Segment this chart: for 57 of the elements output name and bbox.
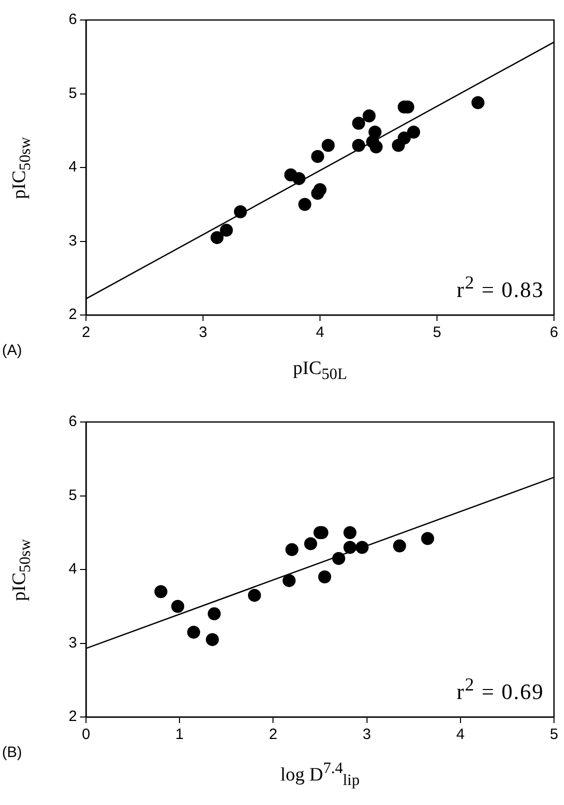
- y-tick-label: 5: [68, 486, 77, 504]
- point: [471, 96, 484, 110]
- annotation: r$^{2}$ = 0.69: [456, 674, 544, 705]
- annotation: r$^{2}$ = 0.83: [456, 272, 544, 303]
- y-tick-label: 6: [68, 11, 77, 28]
- point: [220, 224, 233, 237]
- point: [322, 138, 335, 152]
- text: (B): [2, 744, 22, 761]
- point: [187, 626, 200, 639]
- point: [356, 540, 369, 554]
- point: [343, 526, 356, 540]
- y-tick-label: 4: [68, 560, 77, 578]
- x-tick-label: 6: [550, 324, 558, 342]
- y-tick-label: 4: [68, 158, 77, 176]
- point: [311, 150, 324, 163]
- y-tick-label: 2: [68, 306, 77, 324]
- point: [285, 543, 298, 556]
- y-tick-label: 6: [68, 413, 77, 430]
- x-axis-title: pIC$_{50L}$: [293, 358, 347, 384]
- point: [421, 532, 434, 546]
- point: [393, 539, 406, 552]
- y-tick-label: 3: [68, 634, 77, 652]
- text: (A): [2, 342, 22, 359]
- x-tick-label: 3: [198, 324, 208, 342]
- x-tick-label: 2: [82, 324, 90, 342]
- point: [398, 132, 411, 144]
- x-tick-label: 0: [82, 726, 90, 744]
- point: [314, 183, 326, 196]
- point: [407, 126, 420, 139]
- point: [210, 231, 224, 244]
- y-tick-label: 5: [68, 84, 77, 102]
- x-tick-label: 2: [269, 726, 278, 744]
- point: [234, 205, 247, 218]
- point: [206, 633, 219, 646]
- point: [352, 138, 366, 152]
- point: [292, 172, 306, 186]
- point: [352, 116, 366, 130]
- x-tick-label: 5: [432, 324, 442, 342]
- x-tick-label: 5: [550, 726, 558, 744]
- point: [282, 574, 296, 588]
- point: [343, 540, 356, 554]
- point: [318, 570, 332, 584]
- x-tick-label: 1: [175, 726, 184, 744]
- x-tick-label: 4: [456, 726, 465, 744]
- point: [332, 552, 346, 565]
- point: [154, 585, 168, 598]
- point: [304, 537, 318, 550]
- point: [298, 198, 312, 211]
- point: [362, 109, 376, 122]
- x-tick-label: 4: [316, 324, 324, 342]
- y-tick-label: 2: [68, 708, 77, 726]
- x-tick-label: 3: [362, 726, 371, 744]
- point: [248, 588, 261, 602]
- y-tick-label: 3: [68, 232, 77, 250]
- point: [171, 600, 184, 613]
- point: [208, 607, 221, 620]
- point: [370, 140, 383, 154]
